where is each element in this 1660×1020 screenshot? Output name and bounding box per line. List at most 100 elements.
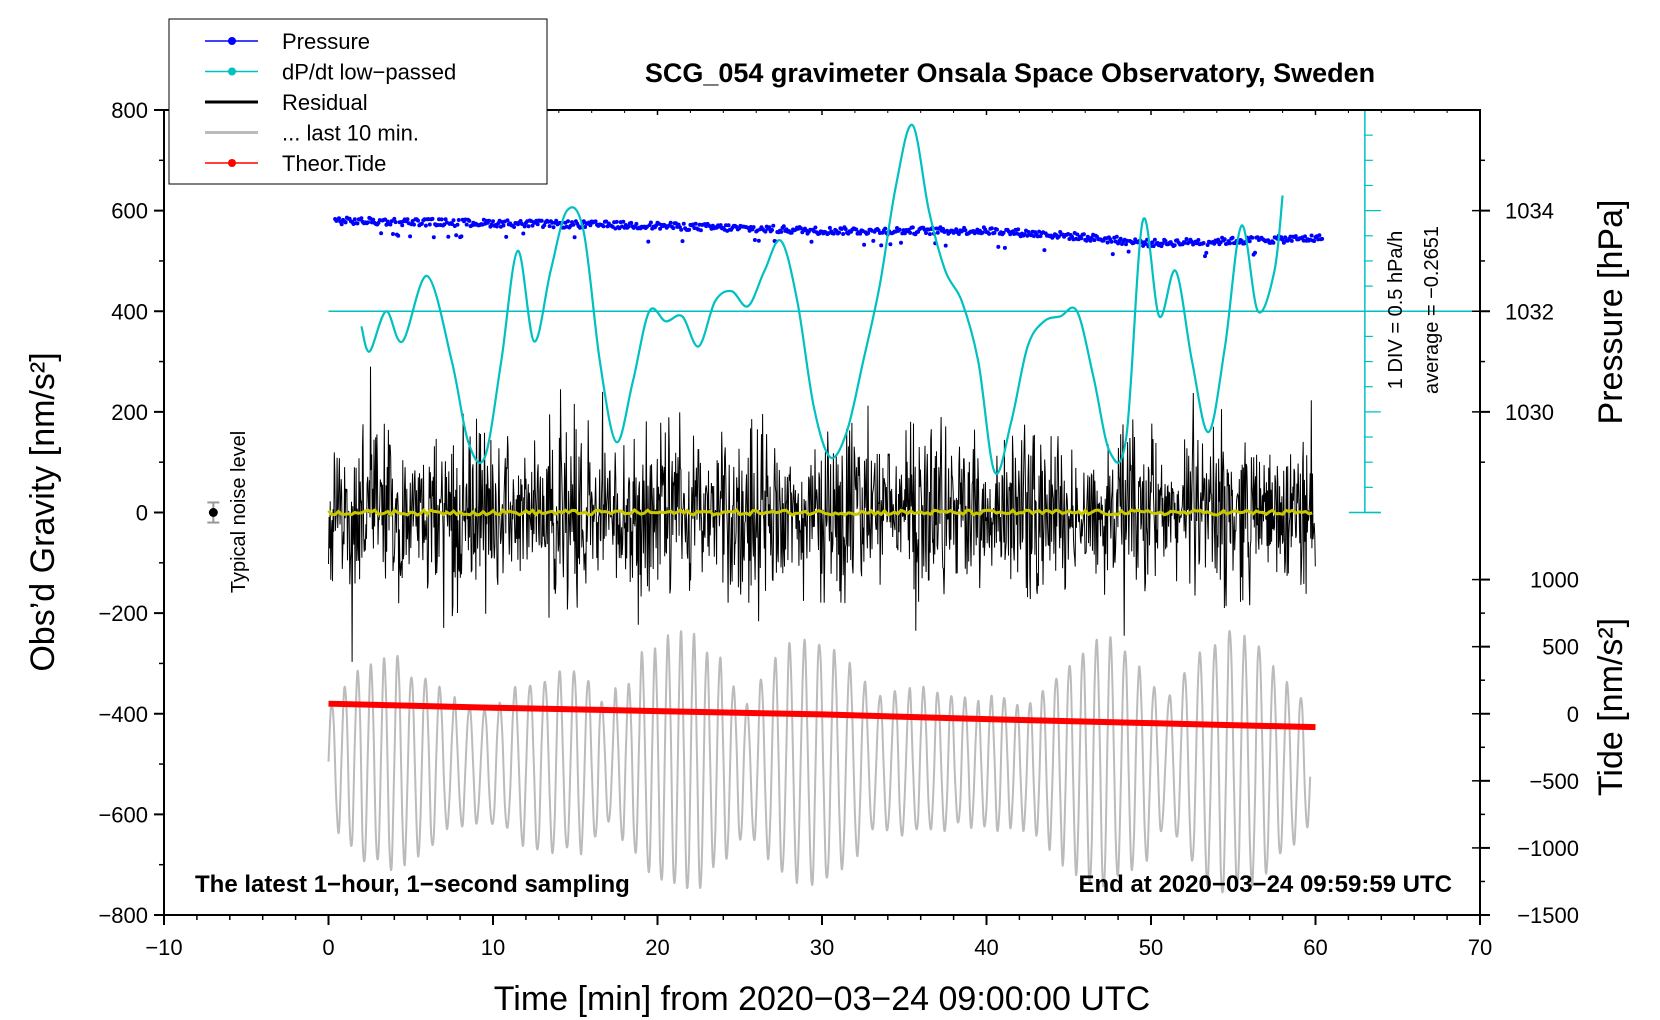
pressure-series (333, 215, 1325, 259)
pressure-point (1289, 238, 1294, 243)
pressure-point (996, 244, 1001, 249)
pressure-point (866, 231, 871, 236)
x-tick-label: −10 (145, 935, 182, 960)
pressure-point (1079, 236, 1084, 241)
tide-tick-label: −1500 (1517, 903, 1579, 928)
theor-tide-line (328, 700, 1316, 731)
legend-marker (228, 159, 236, 167)
pressure-point (1250, 235, 1255, 240)
pressure-point (634, 221, 639, 226)
pressure-point (956, 232, 961, 236)
pressure-point (1160, 241, 1165, 246)
pressure-point (987, 231, 992, 236)
tide-tick-label: 0 (1567, 702, 1579, 727)
pressure-point (1216, 237, 1221, 242)
pressure-point (393, 220, 398, 225)
pressure-point (1196, 238, 1201, 242)
tide-tick-label: 1000 (1530, 568, 1579, 593)
pressure-point (871, 238, 876, 243)
pressure-point (459, 234, 464, 239)
pressure-point (512, 225, 517, 229)
x-tick-label: 70 (1468, 935, 1492, 960)
y-tick-label: −400 (98, 702, 148, 727)
pressure-point (1114, 234, 1119, 239)
pressure-tick-label: 1032 (1505, 299, 1554, 324)
pressure-point (1067, 237, 1072, 241)
pressure-point (1001, 230, 1006, 235)
pressure-point (698, 228, 703, 233)
pressure-point (551, 225, 556, 230)
x-axis-title: Time [min] from 2020−03−24 09:00:00 UTC (494, 980, 1150, 1018)
pressure-point (405, 217, 410, 222)
legend-label: Pressure (282, 29, 370, 54)
pressure-point (343, 220, 348, 225)
pressure-point (1320, 236, 1325, 241)
pressure-point (451, 218, 456, 223)
pressure-point (989, 226, 994, 231)
pressure-point (521, 231, 526, 236)
y-tick-label: 400 (111, 299, 148, 324)
pressure-point (408, 234, 413, 239)
pressure-point (1092, 238, 1097, 243)
pressure-axis: 1030 1032 1034 (1472, 159, 1554, 463)
pressure-point (646, 239, 651, 244)
pressure-point (843, 227, 848, 232)
x-tick-label: 0 (322, 935, 334, 960)
pressure-point (1293, 234, 1298, 239)
pressure-point (396, 233, 401, 238)
pressure-point (1042, 248, 1047, 253)
pressure-point (781, 224, 786, 229)
x-tick-label: 40 (974, 935, 998, 960)
pressure-point (827, 225, 832, 230)
pressure-point (443, 217, 448, 222)
pressure-point (897, 227, 902, 232)
pressure-point (1283, 235, 1288, 240)
pressure-point (1081, 232, 1086, 237)
pressure-point (629, 220, 634, 225)
pressure-point (542, 223, 547, 228)
pressure-point (771, 223, 776, 228)
pressure-point (1084, 238, 1089, 243)
noise-level-label: Typical noise level (228, 431, 250, 593)
pressure-point (879, 243, 884, 248)
noise-level-marker (207, 501, 220, 524)
pressure-point (1109, 239, 1114, 244)
pressure-point (1201, 241, 1206, 245)
pressure-point (1230, 235, 1235, 240)
pressure-point (1151, 244, 1156, 249)
legend-marker (228, 67, 236, 76)
pressure-point (1016, 227, 1021, 232)
pressure-point (718, 223, 723, 228)
pressure-point (526, 224, 531, 229)
pressure-point (588, 223, 593, 228)
pressure-point (593, 219, 598, 224)
pressure-point (416, 218, 420, 223)
y-tick-label: 200 (111, 400, 148, 425)
pressure-axis-title: Pressure [hPa] (1592, 200, 1630, 425)
pressure-point (423, 223, 428, 228)
pressure-point (1126, 249, 1131, 254)
tide-tick-label: −1000 (1517, 836, 1579, 861)
y-tick-label: 600 (111, 199, 148, 224)
pressure-point (504, 234, 509, 239)
pressure-point (487, 218, 492, 223)
pressure-point (572, 235, 577, 240)
pressure-point (454, 233, 459, 238)
pressure-point (767, 225, 772, 230)
pressure-point (339, 222, 344, 227)
pressure-point (1056, 234, 1061, 239)
pressure-point (583, 225, 588, 229)
legend-label: ... last 10 min. (282, 121, 419, 146)
last-10-min-series (327, 630, 1312, 894)
residual-mean-line (327, 507, 1313, 518)
pressure-point (554, 218, 559, 223)
pressure-point (658, 226, 663, 231)
pressure-point (1088, 238, 1093, 243)
pressure-point (1152, 237, 1157, 242)
pressure-point (400, 223, 405, 228)
pressure-point (809, 239, 814, 244)
pressure-point (366, 220, 370, 225)
pressure-point (530, 223, 535, 228)
pressure-point (770, 228, 774, 232)
